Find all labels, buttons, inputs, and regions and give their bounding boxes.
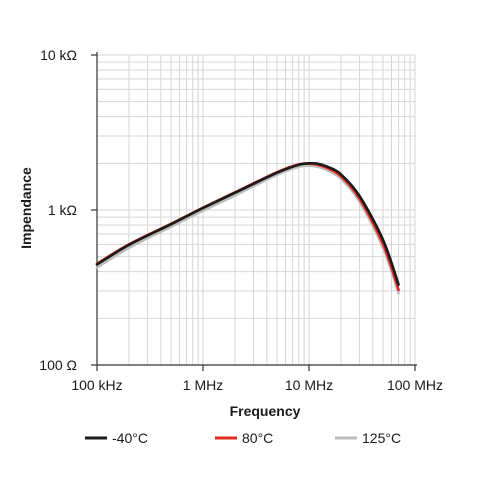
legend-label: 125°C — [362, 430, 401, 446]
series-line — [95, 164, 400, 295]
series-line — [95, 161, 400, 286]
axes — [91, 52, 417, 371]
x-axis-title: Frequency — [230, 403, 301, 419]
y-axis-title: Impendance — [18, 167, 34, 249]
grid — [96, 54, 416, 366]
series-line — [95, 162, 400, 292]
tick-labels: 100 kHz 1 MHz 10 MHz 100 MHz 10 kΩ 1 kΩ 100 Ω — [39, 47, 443, 393]
y-tick-label: 10 kΩ — [40, 47, 77, 63]
plot-area — [95, 161, 400, 295]
legend-label: 80°C — [242, 430, 273, 446]
x-tick-label: 100 kHz — [71, 377, 122, 393]
x-tick-label: 1 MHz — [183, 377, 223, 393]
x-tick-label: 10 MHz — [285, 377, 333, 393]
x-tick-label: 100 MHz — [387, 377, 443, 393]
y-tick-label: 1 kΩ — [48, 202, 77, 218]
legend: -40°C 80°C 125°C — [85, 430, 401, 446]
y-tick-label: 100 Ω — [39, 357, 77, 373]
legend-label: -40°C — [112, 430, 148, 446]
